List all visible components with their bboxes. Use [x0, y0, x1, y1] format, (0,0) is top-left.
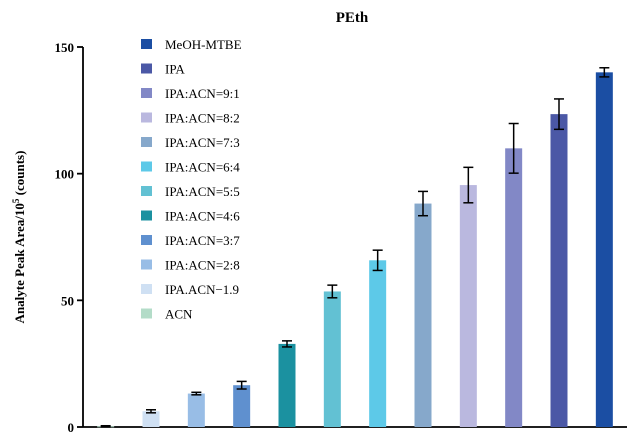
legend-swatch: [141, 186, 152, 196]
y-axis: 0 50 100 150: [55, 40, 84, 435]
bar: [414, 203, 432, 427]
y-tick-label: 150: [55, 40, 75, 55]
legend-swatch: [141, 161, 152, 172]
bar: [142, 411, 160, 427]
legend-swatch: [141, 308, 152, 319]
legend-label: IPA:ACN=7:3: [165, 135, 240, 150]
legend-label: IPA:ACN=5:5: [165, 184, 240, 199]
legend-swatch: [141, 112, 152, 123]
y-axis-label: Analyte Peak Area/105 (counts): [11, 151, 27, 324]
bar: [505, 148, 523, 428]
legend-label: IPA:ACN=3:7: [165, 233, 240, 248]
y-axis-label-suffix: (counts): [12, 151, 27, 199]
legend-label: MeOH-MTBE: [165, 37, 242, 52]
legend-swatch: [141, 235, 152, 245]
bar: [187, 393, 205, 427]
legend-label: IPA:ACN=9:1: [165, 86, 240, 101]
error-bars: [100, 67, 610, 428]
legend-label: ACN: [165, 307, 193, 322]
legend-swatch: [141, 210, 152, 221]
y-axis-label-main: Analyte Peak Area/10: [12, 203, 27, 323]
legend-label: IPA:ACN=8:2: [165, 111, 240, 126]
bars: [97, 72, 613, 428]
chart-title: PEth: [336, 10, 369, 26]
legend-label: IPA:ACN=4:6: [165, 209, 240, 224]
legend: MeOH-MTBE IPA IPA:ACN=9:1 IPA:ACN=8:2 IPA:AC…: [141, 37, 242, 322]
y-axis-label-superscript: 5: [11, 198, 21, 203]
y-tick-label: 100: [55, 167, 75, 182]
bar: [595, 72, 613, 427]
legend-swatch: [141, 137, 152, 147]
bar: [369, 260, 387, 427]
legend-swatch: [141, 259, 152, 270]
legend-swatch: [141, 88, 152, 98]
legend-swatch: [141, 39, 152, 49]
bar: [278, 343, 296, 427]
legend-label: IPA: [165, 62, 185, 77]
bar: [459, 185, 477, 427]
y-tick-label: 50: [61, 293, 74, 308]
bar: [550, 114, 568, 427]
bar: [233, 385, 251, 427]
legend-label: IPA.ACN−1.9: [165, 282, 239, 297]
legend-label: IPA:ACN=6:4: [165, 160, 240, 175]
legend-swatch: [141, 63, 152, 74]
legend-swatch: [141, 284, 152, 294]
bar: [323, 291, 341, 427]
legend-label: IPA:ACN=2:8: [165, 258, 240, 273]
y-tick-label: 0: [68, 420, 75, 435]
